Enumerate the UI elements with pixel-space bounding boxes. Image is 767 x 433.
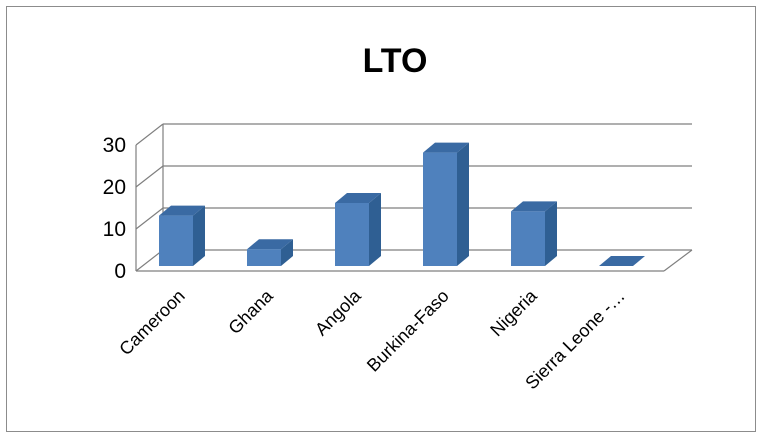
bar-side [457, 142, 469, 266]
bar-top [511, 201, 557, 212]
y-tick-label: 10 [103, 218, 126, 241]
gridline-depth [135, 207, 164, 230]
bar-top [599, 256, 645, 266]
x-tick-label: Nigeria [486, 285, 541, 340]
bar-top [335, 193, 381, 203]
bar-side [545, 201, 557, 266]
bar-front [159, 215, 193, 266]
bar-front [247, 249, 281, 266]
bar-top [423, 142, 469, 153]
y-tick-label: 30 [103, 134, 126, 157]
bar-top [247, 239, 293, 250]
y-axis-ticks: 0 10 20 30 [103, 134, 126, 283]
bar-front [335, 203, 369, 266]
gridline-depth [135, 165, 164, 188]
chart-bars [159, 142, 645, 266]
bar [599, 256, 645, 266]
bar-side [193, 205, 205, 266]
bar [159, 205, 205, 266]
bar [335, 193, 381, 266]
bar-front [511, 211, 545, 266]
x-tick-label: Cameroon [115, 286, 189, 360]
chart-gridlines [135, 123, 693, 272]
y-tick-label: 20 [103, 176, 126, 199]
bar-side [369, 193, 381, 266]
bar [511, 201, 557, 266]
bar-top [159, 205, 205, 216]
x-tick-label: Ghana [224, 285, 277, 338]
bar [423, 142, 469, 266]
gridline-depth [135, 249, 164, 272]
chart-title: LTO [363, 42, 428, 80]
y-tick-label: 0 [114, 260, 126, 283]
x-tick-label: Burkina-Faso [363, 286, 453, 376]
bar [247, 239, 293, 266]
gridline-depth [135, 123, 164, 146]
bar-side [281, 239, 293, 266]
bar-front [423, 152, 457, 266]
floor-right-edge [663, 249, 693, 272]
x-tick-label: Angola [311, 285, 365, 339]
